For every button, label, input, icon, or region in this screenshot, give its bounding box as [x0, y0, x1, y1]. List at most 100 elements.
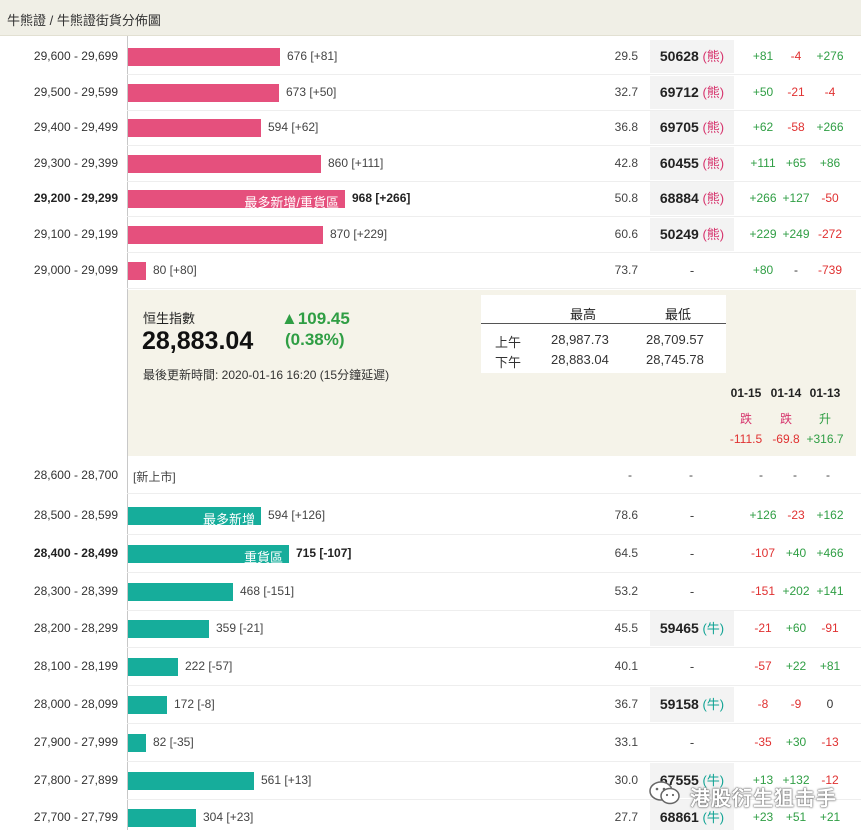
- day-change: +316.7: [806, 432, 844, 446]
- am-low: 28,709.57: [646, 332, 704, 347]
- distance-pct: 73.7: [614, 263, 638, 277]
- outstanding-qty: 561 [+13]: [261, 773, 312, 787]
- daily-change: +30: [785, 735, 807, 749]
- outstanding-qty: 968 [+266]: [352, 191, 411, 205]
- warrant-code-cell: -: [650, 735, 734, 750]
- daily-change: -: [826, 468, 830, 482]
- bull-bar[interactable]: [128, 620, 209, 638]
- daily-change: -12: [821, 773, 839, 787]
- bull-row: 28,100 - 28,199 222 [-57] 40.1 - -57 +22 +81: [0, 648, 861, 686]
- warrant-type: (熊): [702, 85, 725, 100]
- bull-bar[interactable]: [128, 772, 254, 790]
- bear-bar[interactable]: [128, 48, 280, 66]
- warrant-code-cell[interactable]: 50249 (熊): [650, 218, 734, 251]
- warrant-code-cell[interactable]: 69705 (熊): [650, 111, 734, 144]
- pm-label: 下午: [495, 355, 522, 370]
- axis-line: [127, 36, 128, 830]
- warrant-code[interactable]: 60455: [659, 155, 699, 171]
- warrant-code-cell[interactable]: 50628 (熊): [650, 40, 734, 73]
- am-high: 28,987.73: [551, 332, 609, 347]
- outstanding-qty: 172 [-8]: [174, 697, 215, 711]
- bear-bar[interactable]: [128, 226, 323, 244]
- daily-change: +266: [749, 191, 777, 205]
- distance-pct: 45.5: [614, 621, 638, 635]
- bull-bar[interactable]: [128, 734, 146, 752]
- bull-bar[interactable]: 重貨區: [128, 545, 289, 565]
- daily-change: +22: [785, 659, 807, 673]
- daily-change: -: [793, 468, 797, 482]
- bear-row: 29,600 - 29,699 676 [+81] 29.5 50628 (熊) +81…: [0, 39, 861, 75]
- daily-change: +80: [752, 263, 774, 277]
- pm-high: 28,883.04: [551, 352, 609, 367]
- bear-bar[interactable]: [128, 119, 261, 137]
- breadcrumb[interactable]: 牛熊證 / 牛熊證街貨分佈圖: [7, 13, 161, 28]
- outstanding-qty: 80 [+80]: [153, 263, 197, 277]
- warrant-code-cell[interactable]: 59465 (牛): [650, 611, 734, 646]
- bull-bar[interactable]: [128, 658, 178, 676]
- warrant-code-cell[interactable]: 60455 (熊): [650, 147, 734, 180]
- bear-bar[interactable]: [128, 155, 321, 173]
- day-direction: 跌: [739, 412, 752, 426]
- warrant-code[interactable]: 59158: [659, 696, 699, 712]
- price-range: 28,600 - 28,700: [33, 468, 118, 482]
- daily-change: -35: [754, 735, 772, 749]
- warrant-code[interactable]: 59465: [659, 620, 699, 636]
- daily-change: +162: [816, 508, 844, 522]
- bear-bar[interactable]: [128, 84, 279, 102]
- row-divider: [127, 647, 861, 648]
- bull-bar[interactable]: [128, 696, 167, 714]
- distance-pct: 32.7: [614, 85, 638, 99]
- daily-change: +81: [752, 49, 774, 63]
- header-divider: [481, 323, 726, 324]
- warrant-code[interactable]: 68861: [659, 809, 699, 825]
- price-range: 28,300 - 28,399: [33, 584, 118, 598]
- distance-pct: 64.5: [614, 546, 638, 560]
- bear-bar[interactable]: [128, 262, 146, 280]
- bull-bar[interactable]: 最多新增: [128, 507, 261, 527]
- distance-pct: 27.7: [614, 810, 638, 824]
- distance-pct: 60.6: [614, 227, 638, 241]
- empty-marker: -: [689, 584, 695, 599]
- row-divider: [127, 761, 861, 762]
- distance-pct: 78.6: [614, 508, 638, 522]
- daily-change: +229: [749, 227, 777, 241]
- price-range: 28,200 - 28,299: [33, 621, 118, 635]
- outstanding-qty: 860 [+111]: [328, 156, 384, 170]
- warrant-code[interactable]: 69705: [659, 119, 699, 135]
- warrant-code[interactable]: 50628: [659, 48, 699, 64]
- daily-change: +62: [752, 120, 774, 134]
- warrant-type: (熊): [702, 191, 725, 206]
- warrant-code[interactable]: 69712: [659, 84, 699, 100]
- daily-change: -107: [750, 546, 776, 560]
- warrant-code-cell[interactable]: 68861 (牛): [650, 800, 734, 830]
- distance-pct: 29.5: [614, 49, 638, 63]
- bull-row: 28,300 - 28,399 468 [-151] 53.2 - -151 +202 +1…: [0, 573, 861, 611]
- outstanding-qty: 304 [+23]: [203, 810, 254, 824]
- warrant-code[interactable]: 67555: [659, 772, 699, 788]
- daily-change: +276: [816, 49, 844, 63]
- warrant-code-cell: -: [650, 263, 734, 278]
- warrant-code[interactable]: 50249: [659, 226, 699, 242]
- price-range: 29,200 - 29,299: [33, 191, 118, 205]
- bear-bar[interactable]: 最多新增/重貨區: [128, 190, 345, 210]
- warrant-code[interactable]: 68884: [659, 190, 699, 206]
- warrant-code-cell[interactable]: 69712 (熊): [650, 76, 734, 109]
- distance-pct: 42.8: [614, 156, 638, 170]
- row-divider: [127, 723, 861, 724]
- bull-row: 28,000 - 28,099 172 [-8] 36.7 59158 (牛) -8 -9…: [0, 686, 861, 724]
- price-range: 29,600 - 29,699: [33, 49, 118, 63]
- bull-bar[interactable]: [128, 809, 196, 827]
- low-header: 最低: [665, 307, 692, 322]
- daily-change: -50: [821, 191, 839, 205]
- price-range: 27,800 - 27,899: [33, 773, 118, 787]
- warrant-code-cell[interactable]: 67555 (牛): [650, 763, 734, 798]
- daily-change: -21: [787, 85, 805, 99]
- warrant-code-cell[interactable]: 68884 (熊): [650, 182, 734, 215]
- outstanding-qty: 222 [-57]: [185, 659, 233, 673]
- daily-change: -4: [790, 49, 802, 63]
- bull-bar[interactable]: [128, 583, 233, 601]
- warrant-code-cell[interactable]: 59158 (牛): [650, 687, 734, 722]
- index-panel: 恒生指數 28,883.04 ▲109.45 (0.38%) 最後更新時間: 2…: [128, 290, 856, 456]
- index-value: 28,883.04: [142, 327, 254, 355]
- bar-tag: 最多新增: [202, 512, 255, 527]
